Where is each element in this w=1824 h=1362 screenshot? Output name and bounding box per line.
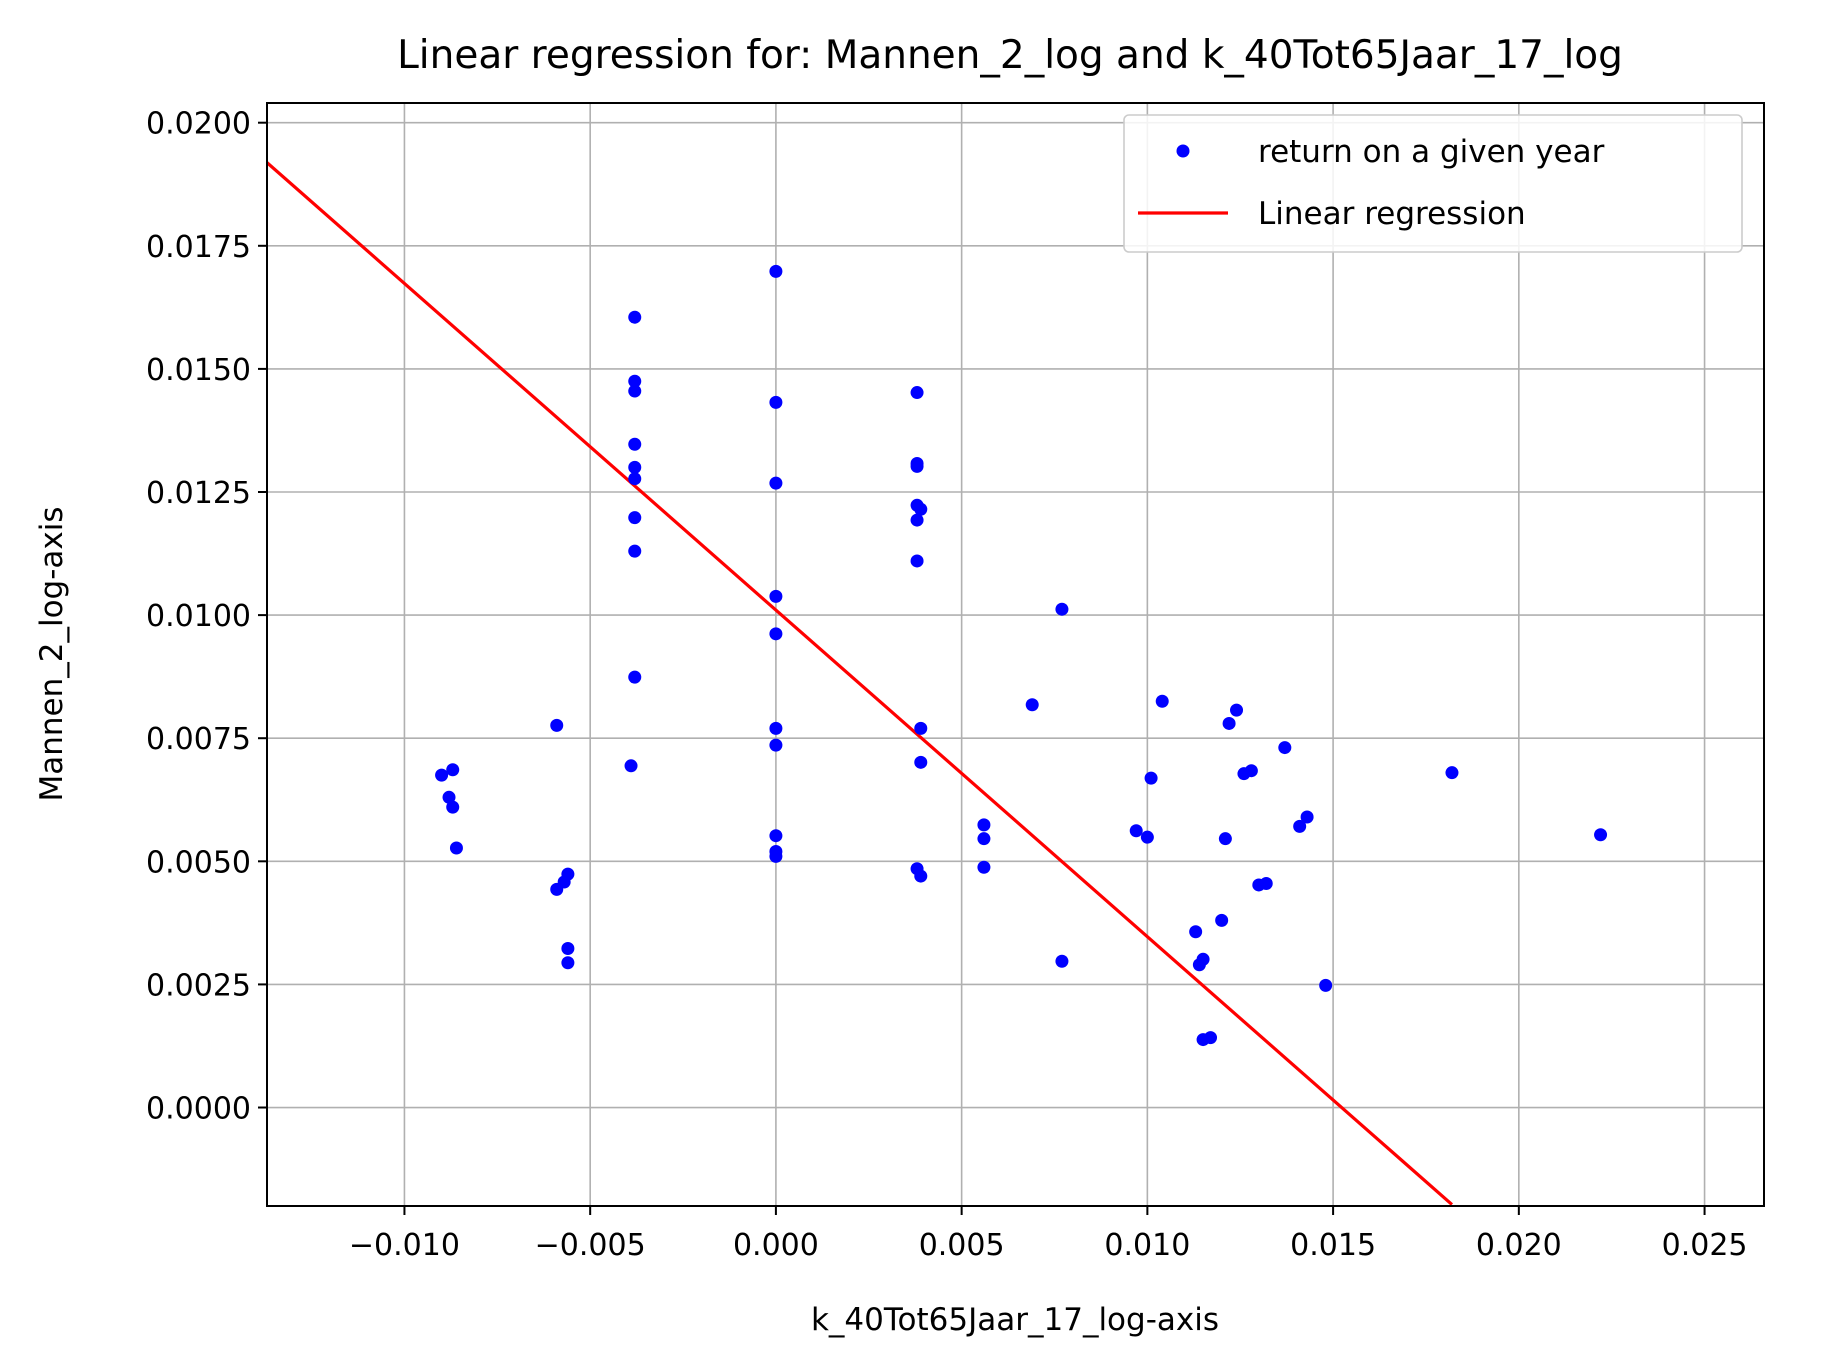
scatter-points — [435, 264, 1608, 1047]
x-tick-label: −0.010 — [349, 1228, 460, 1263]
y-tick-label: 0.0075 — [146, 722, 251, 757]
scatter-point — [914, 869, 928, 883]
scatter-point — [1189, 925, 1203, 939]
scatter-point — [769, 395, 783, 409]
scatter-point — [561, 956, 575, 970]
scatter-point — [628, 310, 642, 324]
scatter-point — [1594, 828, 1608, 842]
x-tick-label: 0.005 — [919, 1228, 1005, 1263]
plot-frame — [266, 102, 1765, 1207]
x-axis-ticks: −0.010 −0.005 0.000 0.005 0.010 0.015 0.020 0.0… — [349, 1206, 1748, 1263]
y-tick-label: 0.0025 — [146, 968, 251, 1003]
scatter-point — [1140, 830, 1154, 844]
scatter-point — [910, 554, 924, 568]
y-tick-label: 0.0150 — [146, 353, 251, 388]
legend-line-label: Linear regression — [1258, 196, 1526, 232]
scatter-point — [1144, 771, 1158, 785]
scatter-point — [1055, 954, 1069, 968]
scatter-point — [910, 386, 924, 400]
scatter-point — [1259, 876, 1273, 890]
scatter-point — [1129, 824, 1143, 838]
scatter-point — [449, 841, 463, 855]
y-tick-label: 0.0050 — [146, 845, 251, 880]
scatter-point — [910, 513, 924, 527]
scatter-point — [1319, 978, 1333, 992]
chart-title: Linear regression for: Mannen_2_log and … — [397, 33, 1623, 78]
scatter-point — [628, 511, 642, 525]
scatter-point — [1155, 694, 1169, 708]
scatter-point — [628, 460, 642, 474]
scatter-point — [977, 818, 991, 832]
scatter-point — [1222, 716, 1236, 730]
scatter-point — [628, 544, 642, 558]
y-axis-ticks: 0.0000 0.0025 0.0050 0.0075 0.0100 0.0125 0.01… — [146, 107, 267, 1127]
legend-box — [1123, 114, 1743, 253]
scatter-point — [550, 718, 564, 732]
scatter-point — [769, 738, 783, 752]
scatter-point — [1055, 602, 1069, 616]
scatter-point — [1218, 832, 1232, 846]
scatter-point — [977, 860, 991, 874]
scatter-point — [769, 264, 783, 278]
scatter-point — [914, 502, 928, 516]
scatter-point — [769, 476, 783, 490]
x-tick-label: 0.020 — [1476, 1228, 1562, 1263]
scatter-point — [1230, 703, 1244, 717]
y-tick-label: 0.0200 — [146, 107, 251, 142]
scatter-point — [769, 849, 783, 863]
x-tick-label: 0.025 — [1662, 1228, 1748, 1263]
regression-layer — [267, 161, 1454, 1206]
legend-scatter-label: return on a given year — [1258, 134, 1605, 170]
y-tick-label: 0.0000 — [146, 1092, 251, 1127]
scatter-point — [1244, 764, 1258, 778]
scatter-point — [1215, 913, 1229, 927]
y-tick-label: 0.0175 — [146, 230, 251, 265]
scatter-point — [769, 721, 783, 735]
scatter-point — [561, 941, 575, 955]
x-tick-label: 0.015 — [1290, 1228, 1376, 1263]
y-tick-label: 0.0100 — [146, 599, 251, 634]
y-tick-label: 0.0125 — [146, 476, 251, 511]
scatter-point — [628, 472, 642, 486]
scatter-point — [769, 589, 783, 603]
scatter-point — [769, 829, 783, 843]
scatter-point — [1196, 952, 1210, 966]
grid — [267, 103, 1764, 1206]
scatter-point — [446, 763, 460, 777]
x-tick-label: 0.000 — [733, 1228, 819, 1263]
scatter-point — [914, 721, 928, 735]
scatter-point — [1278, 741, 1292, 755]
x-tick-label: −0.005 — [535, 1228, 646, 1263]
scatter-point — [628, 437, 642, 451]
scatter-point — [442, 790, 456, 804]
scatter-point — [1025, 698, 1039, 712]
scatter-point — [624, 759, 638, 773]
regression-line — [267, 161, 1454, 1206]
scatter-point — [1445, 766, 1459, 780]
scatter-point — [977, 832, 991, 846]
scatter-point — [446, 800, 460, 814]
scatter-point — [628, 670, 642, 684]
legend-scatter-marker — [1176, 144, 1190, 158]
y-axis-label: Mannen_2_log-axis — [34, 506, 70, 801]
scatter-point — [769, 627, 783, 641]
scatter-point — [914, 755, 928, 769]
scatter-point — [561, 867, 575, 881]
legend: return on a given year Linear regression — [1123, 114, 1743, 253]
scatter-point — [910, 459, 924, 473]
scatter-point — [1293, 819, 1307, 833]
scatter-point — [1204, 1031, 1218, 1045]
scatter-point — [628, 374, 642, 388]
x-tick-label: 0.010 — [1104, 1228, 1190, 1263]
scatter-point — [435, 768, 449, 782]
x-axis-label: k_40Tot65Jaar_17_log-axis — [811, 1302, 1219, 1338]
scatter-point — [1300, 810, 1314, 824]
scatter-point — [628, 384, 642, 398]
